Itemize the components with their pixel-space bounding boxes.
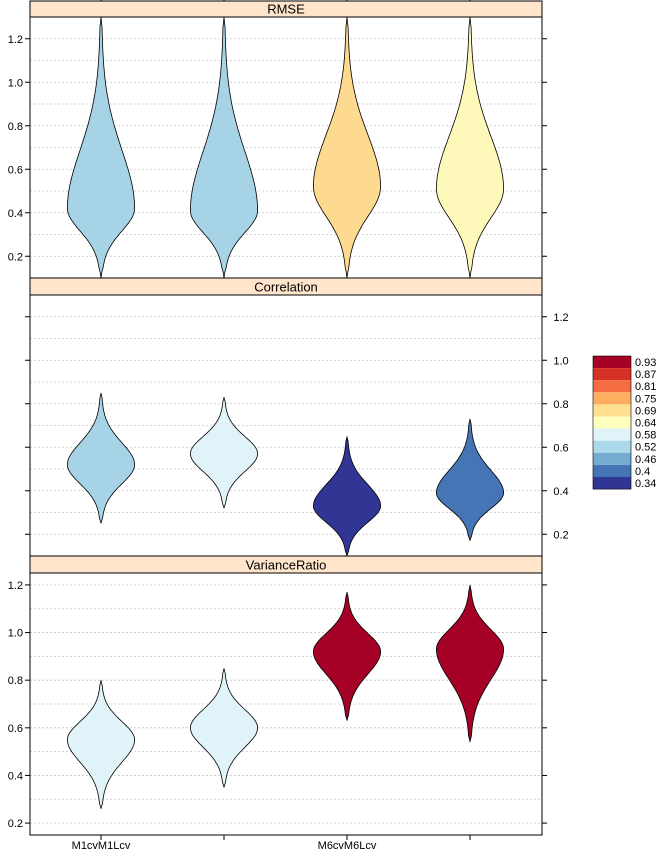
y-tick-label: 1.0 (8, 628, 23, 640)
y-tick-label: 1.2 (553, 312, 568, 324)
x-tick-label: M6cvM6Lcv (318, 840, 377, 850)
legend-swatch (593, 380, 631, 393)
y-tick-label: 0.2 (8, 251, 23, 263)
legend-swatch (593, 452, 631, 465)
y-tick-label: 1.0 (8, 77, 23, 89)
legend-label: 0.46 (635, 454, 656, 466)
legend-swatch (593, 416, 631, 429)
violin (313, 436, 381, 557)
legend-label: 0.75 (635, 393, 656, 405)
legend-label: 0.34 (635, 478, 656, 490)
legend-swatch (593, 464, 631, 477)
legend-label: 0.87 (635, 369, 656, 381)
legend-label: 0.93 (635, 357, 656, 369)
violin (436, 418, 504, 541)
violin (67, 392, 135, 524)
strip (29, 277, 543, 296)
y-tick-label: 0.6 (8, 164, 23, 176)
strip (29, 555, 543, 574)
violin (313, 16, 381, 279)
y-tick-label: 0.8 (8, 675, 23, 687)
legend-swatch (593, 392, 631, 405)
legend-swatch (593, 428, 631, 441)
panel-title: Correlation (254, 280, 318, 295)
strip (29, 0, 543, 18)
y-tick-label: 0.4 (8, 770, 23, 782)
x-tick-label: M1cvM1Lcv (72, 840, 131, 850)
y-tick-label: 1.2 (8, 580, 23, 592)
legend-label: 0.58 (635, 430, 656, 442)
y-tick-label: 0.2 (553, 529, 568, 541)
panel-title: RMSE (267, 2, 305, 17)
violin (190, 668, 258, 788)
y-tick-label: 1.0 (553, 355, 568, 367)
legend-swatch (593, 356, 631, 369)
legend-swatch (593, 404, 631, 417)
legend-label: 0.64 (635, 418, 656, 430)
legend-swatch (593, 477, 631, 490)
legend-label: 0.69 (635, 405, 656, 417)
y-tick-label: 0.8 (8, 121, 23, 133)
legend-label: 0.4 (635, 466, 650, 478)
legend-frame (592, 355, 632, 490)
violin (67, 16, 135, 279)
legend-label: 0.81 (635, 381, 656, 393)
y-tick-label: 0.6 (553, 442, 568, 454)
y-tick-label: 0.4 (553, 486, 568, 498)
y-tick-label: 0.8 (553, 399, 568, 411)
violin (436, 16, 504, 279)
panel-title: VarianceRatio (246, 558, 327, 573)
legend-swatch (593, 368, 631, 381)
violin (436, 584, 504, 743)
violin (313, 592, 381, 721)
violin (67, 680, 135, 809)
legend-label: 0.52 (635, 442, 656, 454)
violin (190, 397, 258, 509)
y-tick-label: 1.2 (8, 34, 23, 46)
legend-swatch (593, 440, 631, 453)
y-tick-label: 0.2 (8, 818, 23, 830)
y-tick-label: 0.6 (8, 723, 23, 735)
y-tick-label: 0.4 (8, 208, 23, 220)
